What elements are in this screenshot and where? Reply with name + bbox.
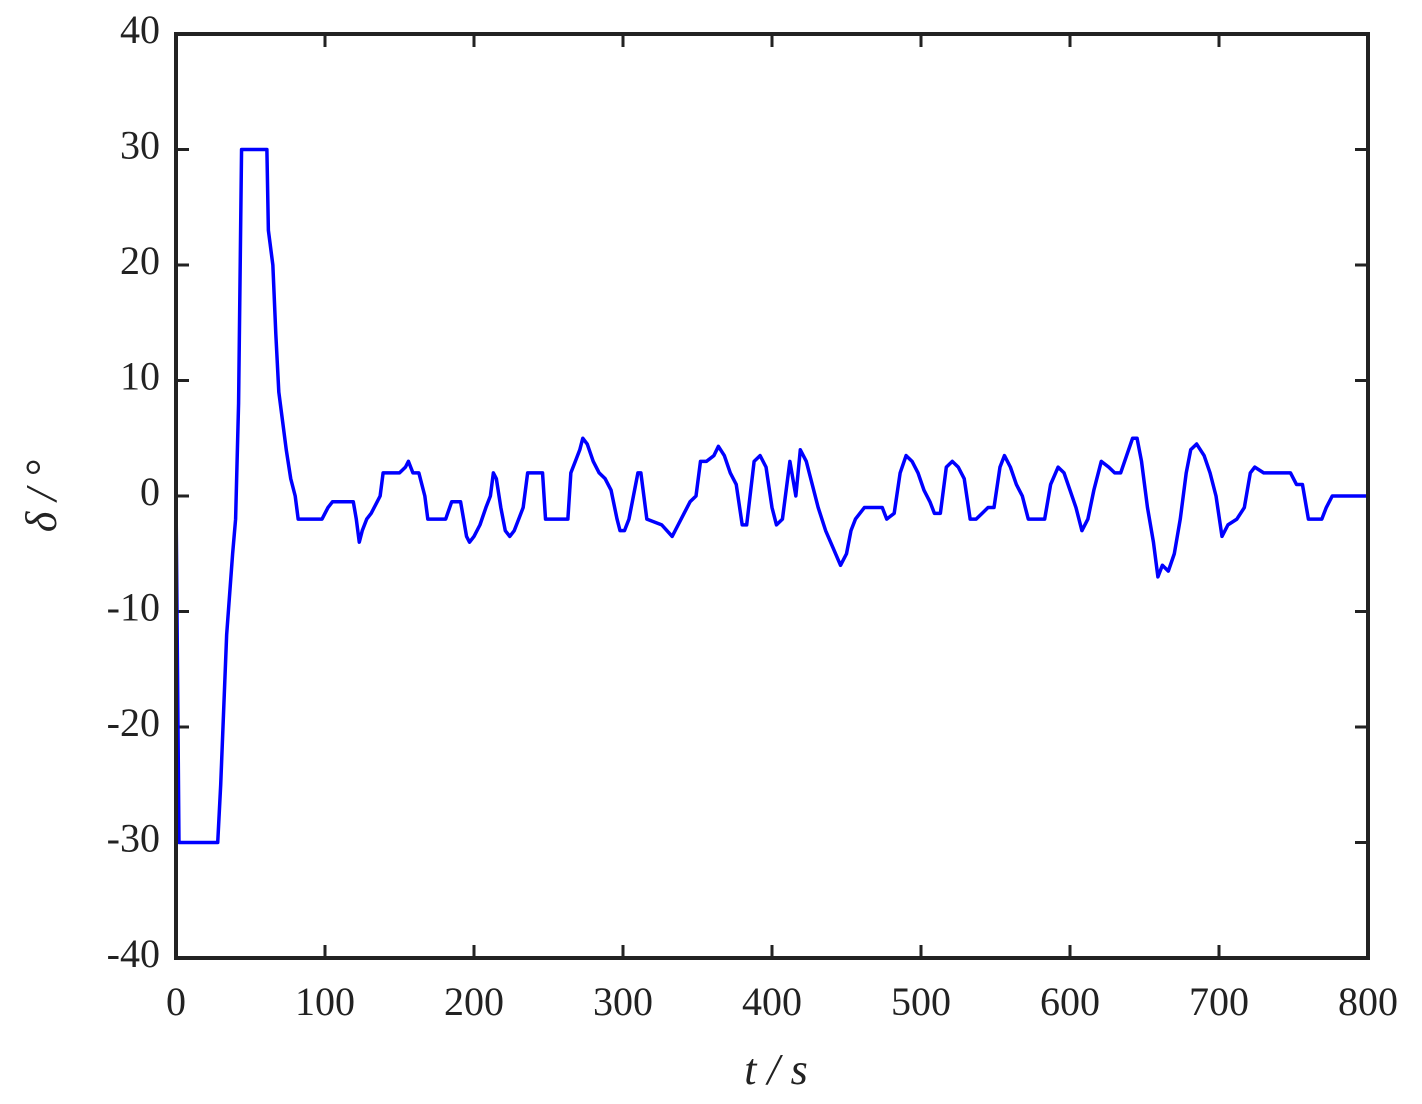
y-tick-label: 30 [120,123,160,168]
y-tick-label: -20 [107,700,160,745]
y-tick-label: 40 [120,7,160,52]
data-line [174,147,1368,845]
x-tick-label: 100 [295,979,355,1024]
x-tick-label: 300 [593,979,653,1024]
x-tick-label: 800 [1338,979,1398,1024]
y-tick-label: 0 [140,469,160,514]
y-tick-label: -40 [107,931,160,976]
x-tick-label: 0 [166,979,186,1024]
x-tick-label: 500 [891,979,951,1024]
x-tick-label: 200 [444,979,504,1024]
y-tick-label: -30 [107,816,160,861]
plot-frame [174,32,1370,960]
x-tick-label: 700 [1189,979,1249,1024]
x-axis-label: t / s [744,1045,808,1094]
x-tick-label: 400 [742,979,802,1024]
y-tick-label: 20 [120,238,160,283]
y-axis-label: δ / ° [17,460,66,532]
x-tick-label: 600 [1040,979,1100,1024]
y-tick-label: 10 [120,354,160,399]
y-tick-label: -10 [107,585,160,630]
